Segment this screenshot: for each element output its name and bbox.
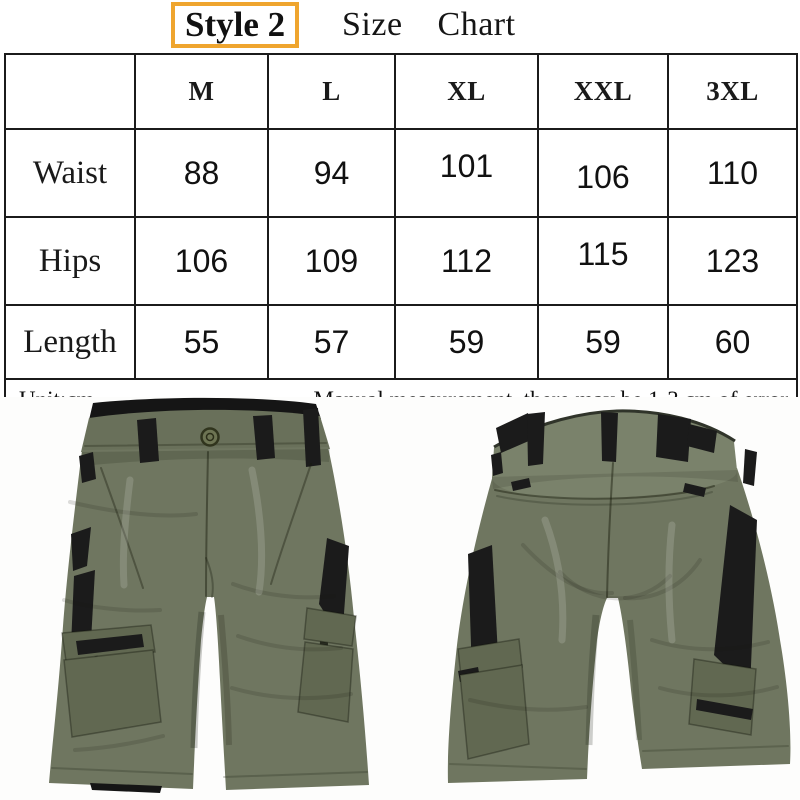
front-creases <box>62 466 353 749</box>
table-row-hips: Hips 106 109 112 115 123 <box>4 216 798 306</box>
column-header-3xl: 3XL <box>667 53 798 130</box>
size-table: M L XL XXL 3XL Waist 88 94 101 106 110 H… <box>4 53 798 422</box>
front-belt-loops <box>79 408 321 483</box>
row-label: Waist <box>4 128 136 218</box>
product-photos <box>0 397 800 800</box>
shorts-front-illustration <box>49 397 369 793</box>
size-value: 59 <box>394 304 539 380</box>
size-value: 115 <box>537 216 669 306</box>
back-hems <box>449 745 789 770</box>
back-pocket-tabs <box>511 478 706 497</box>
table-row-waist: Waist 88 94 101 106 110 <box>4 128 798 218</box>
shorts-back-illustration <box>447 409 791 783</box>
size-value: 59 <box>537 304 669 380</box>
corner-cell <box>4 53 136 130</box>
column-header-xxl: XXL <box>537 53 669 130</box>
front-fly-seam <box>205 451 214 598</box>
front-right-cargo-pocket <box>297 607 357 723</box>
size-value: 94 <box>267 128 396 218</box>
size-value: 106 <box>537 128 669 218</box>
front-button <box>200 427 220 447</box>
shorts-front-photo <box>0 397 400 800</box>
style-badge: Style 2 <box>171 2 300 48</box>
row-label: Hips <box>4 216 136 306</box>
back-creases <box>468 516 779 746</box>
size-value: 123 <box>667 216 798 306</box>
back-left-cargo-pocket <box>457 638 530 760</box>
back-side-panels <box>468 505 757 690</box>
size-value: 88 <box>134 128 269 218</box>
back-right-cargo-pocket <box>688 658 757 736</box>
size-table-header-row: M L XL XXL 3XL <box>4 53 798 130</box>
size-value: 101 <box>394 128 539 218</box>
front-slash-pockets <box>100 463 312 589</box>
size-value: 57 <box>267 304 396 380</box>
size-value: 109 <box>267 216 396 306</box>
size-value: 55 <box>134 304 269 380</box>
page-title: Size Chart <box>342 6 516 43</box>
back-belt-loops <box>491 412 757 486</box>
size-value: 106 <box>134 216 269 306</box>
shorts-back-photo <box>400 397 800 800</box>
column-header-l: L <box>267 53 396 130</box>
size-value: 110 <box>667 128 798 218</box>
table-row-length: Length 55 57 59 59 60 <box>4 304 798 380</box>
column-header-xl: XL <box>394 53 539 130</box>
column-header-m: M <box>134 53 269 130</box>
row-label: Length <box>4 304 136 380</box>
front-hems <box>51 767 368 793</box>
front-left-cargo-pocket <box>61 624 165 752</box>
size-value: 60 <box>667 304 798 380</box>
size-value: 112 <box>394 216 539 306</box>
header: Style 2 Size Chart <box>0 0 800 53</box>
